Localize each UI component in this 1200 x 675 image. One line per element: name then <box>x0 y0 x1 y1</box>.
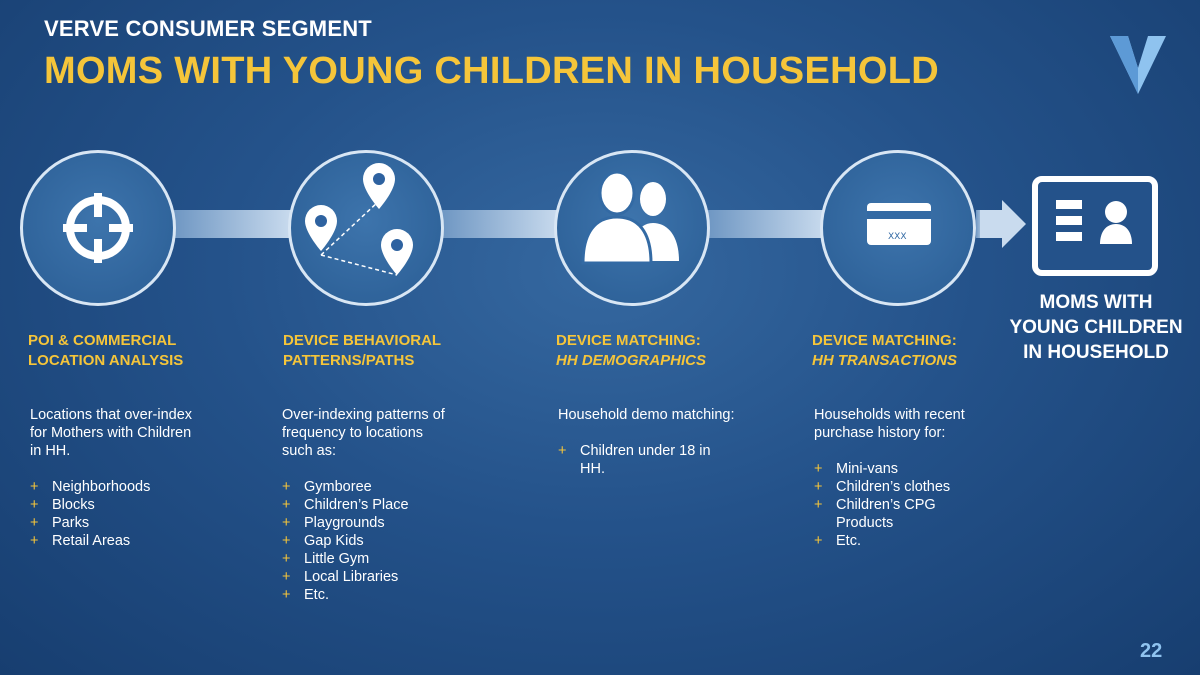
step-body-demographics: Household demo matching: + Children under… <box>558 406 735 478</box>
list-item: + Little Gym <box>282 551 370 567</box>
list-item: + Children’s CPG <box>814 497 936 513</box>
list-item: + Retail Areas <box>30 533 131 549</box>
bullet-list: + Mini-vans + Children’s clothes + Children… <box>814 460 965 550</box>
crosshair-icon <box>63 193 133 263</box>
body-line: Households with recent <box>814 407 965 423</box>
list-item: + Etc. <box>282 587 329 603</box>
list-item: + Children under 18 in <box>558 443 711 459</box>
heading-line: PATTERNS/PATHS <box>283 352 415 369</box>
step-circle-behavioral <box>288 150 444 306</box>
step-body-poi: Locations that over-index for Mothers wi… <box>30 406 192 550</box>
body-line: purchase history for: <box>814 425 946 441</box>
result-label-line1: MOMS WITH <box>1039 292 1153 313</box>
card-text: XXX <box>888 232 907 242</box>
list-item: + Gymboree <box>282 479 372 495</box>
list-item: + Children’s clothes <box>814 479 951 495</box>
step-circle-transactions: XXX <box>820 150 976 306</box>
page-number: 22 <box>1140 640 1163 662</box>
body-line: for Mothers with Children <box>30 425 192 441</box>
body-line: such as: <box>282 443 336 459</box>
heading-line: DEVICE MATCHING: <box>812 332 957 349</box>
id-card-icon <box>1056 200 1132 244</box>
step-body-transactions: Households with recent purchase history … <box>814 406 965 550</box>
list-item: + Gap Kids <box>282 533 364 549</box>
list-item: + Etc. <box>814 533 861 549</box>
result-label-line3: IN HOUSEHOLD <box>1023 342 1169 363</box>
body-line: Household demo matching: <box>558 407 735 423</box>
list-item: Products <box>836 515 894 531</box>
page-title: MOMS WITH YOUNG CHILDREN IN HOUSEHOLD <box>44 50 939 92</box>
heading-line: DEVICE MATCHING: <box>556 332 701 349</box>
result-label-line2: YOUNG CHILDREN <box>1009 317 1183 338</box>
map-pins-path-icon <box>305 163 413 276</box>
heading-line: HH TRANSACTIONS <box>812 352 957 369</box>
connector-2 <box>442 210 560 238</box>
step-heading-poi: POI & COMMERCIAL LOCATION ANALYSIS <box>28 331 183 371</box>
heading-line: HH DEMOGRAPHICS <box>556 352 707 369</box>
step-heading-demographics: DEVICE MATCHING: HH DEMOGRAPHICS <box>556 331 706 371</box>
credit-card-icon: XXX <box>867 203 931 245</box>
list-item: + Mini-vans <box>814 461 899 477</box>
list-item: HH. <box>580 461 605 477</box>
list-item: + Blocks <box>30 497 95 513</box>
body-line: in HH. <box>30 443 71 459</box>
bullet-list: + Neighborhoods + Blocks + Parks + Retail Ar… <box>30 478 192 550</box>
step-heading-transactions: DEVICE MATCHING: HH TRANSACTIONS <box>812 331 957 371</box>
body-line: frequency to locations <box>282 425 424 441</box>
heading-line: LOCATION ANALYSIS <box>28 352 184 369</box>
list-item: + Local Libraries <box>282 569 399 585</box>
people-icon <box>581 170 679 265</box>
connector-3 <box>708 210 826 238</box>
body-line: Over-indexing patterns of <box>282 407 445 423</box>
body-line: Locations that over-index <box>30 407 193 423</box>
step-circle-poi <box>20 150 176 306</box>
step-circle-demographics <box>554 150 710 306</box>
result-label: MOMS WITH YOUNG CHILDREN IN HOUSEHOLD <box>996 290 1196 365</box>
list-item: + Children’s Place <box>282 497 409 513</box>
list-item: + Playgrounds <box>282 515 385 531</box>
bullet-list: + Gymboree + Children’s Place + Playgrounds… <box>282 478 445 604</box>
verve-logo <box>1110 36 1166 94</box>
step-heading-behavioral: DEVICE BEHAVIORAL PATTERNS/PATHS <box>283 331 441 371</box>
heading-line: POI & COMMERCIAL <box>28 332 177 349</box>
result-box <box>1032 176 1158 276</box>
connector-1 <box>174 210 292 238</box>
arrow-right-icon <box>980 200 1026 248</box>
step-body-behavioral: Over-indexing patterns of frequency to l… <box>282 406 445 604</box>
list-item: + Parks <box>30 515 90 531</box>
bullet-list: + Children under 18 in HH. <box>558 442 735 478</box>
segment-label: VERVE CONSUMER SEGMENT <box>44 16 372 41</box>
list-item: + Neighborhoods <box>30 479 151 495</box>
heading-line: DEVICE BEHAVIORAL <box>283 332 442 349</box>
